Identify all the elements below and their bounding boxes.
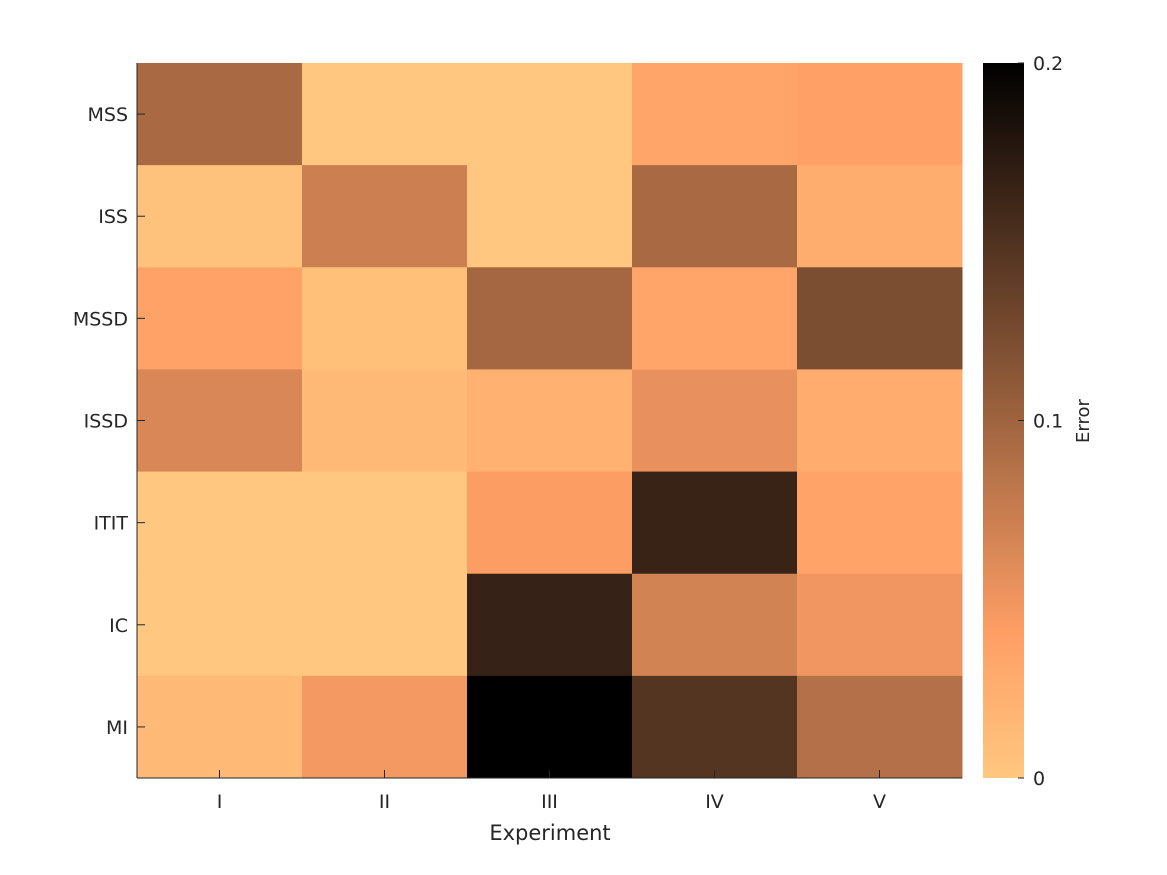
y-tick-label: IC (109, 615, 128, 637)
x-tick-label: III (541, 791, 558, 813)
y-tick-label: MI (106, 717, 128, 739)
heatmap-cell (302, 369, 468, 473)
colorbar-gradient (983, 63, 1024, 778)
heatmap-cell (632, 63, 798, 166)
x-tick-label: IV (705, 791, 724, 813)
y-tick-label: MSS (87, 104, 128, 126)
x-tick-label: V (873, 791, 886, 813)
heatmap-cell (467, 573, 633, 677)
heatmap-cell (632, 267, 798, 370)
x-tick-label: I (217, 791, 223, 813)
heatmap-cell (632, 369, 798, 473)
heatmap-cell (137, 471, 303, 575)
heatmap-cell (632, 573, 798, 677)
heatmap-cell (137, 63, 303, 166)
y-tick-label: ISS (98, 206, 128, 228)
colorbar-tick-label: 0.2 (1033, 53, 1063, 75)
heatmap-cell (137, 369, 303, 473)
heatmap-cell (137, 267, 303, 370)
heatmap-cell (137, 573, 303, 677)
heatmap-cell (302, 165, 468, 268)
heatmap-cell (797, 165, 963, 268)
heatmap-cell (137, 675, 303, 779)
y-tick-label: ISSD (84, 411, 128, 433)
colorbar-tick-label: 0.1 (1033, 411, 1063, 433)
heatmap-cell (467, 267, 633, 370)
y-tick-label: ITIT (94, 513, 129, 535)
x-axis-label: Experiment (489, 821, 610, 845)
colorbar-label: Error (1073, 398, 1094, 442)
heatmap-cell (797, 573, 963, 677)
heatmap-cell (302, 573, 468, 677)
heatmap-cell (467, 369, 633, 473)
heatmap-cell (302, 267, 468, 370)
heatmap-cell (137, 165, 303, 268)
heatmap-cells (137, 63, 963, 779)
heatmap-cell (797, 471, 963, 575)
heatmap-cell (797, 267, 963, 370)
heatmap-cell (302, 63, 468, 166)
heatmap-cell (797, 675, 963, 779)
x-tick-label: II (379, 791, 390, 813)
heatmap-cell (797, 63, 963, 166)
heatmap-cell (467, 63, 633, 166)
colorbar: 0 0.1 0.2 (983, 53, 1063, 790)
heatmap-cell (302, 471, 468, 575)
heatmap-cell (632, 675, 798, 779)
y-tick-label: MSSD (73, 308, 128, 330)
heatmap-cell (632, 165, 798, 268)
heatmap-cell (797, 369, 963, 473)
heatmap-cell (302, 675, 468, 779)
heatmap-cell (632, 471, 798, 575)
colorbar-tick-label: 0 (1033, 768, 1045, 790)
heatmap-cell (467, 675, 633, 779)
heatmap-cell (467, 165, 633, 268)
heatmap-cell (467, 471, 633, 575)
